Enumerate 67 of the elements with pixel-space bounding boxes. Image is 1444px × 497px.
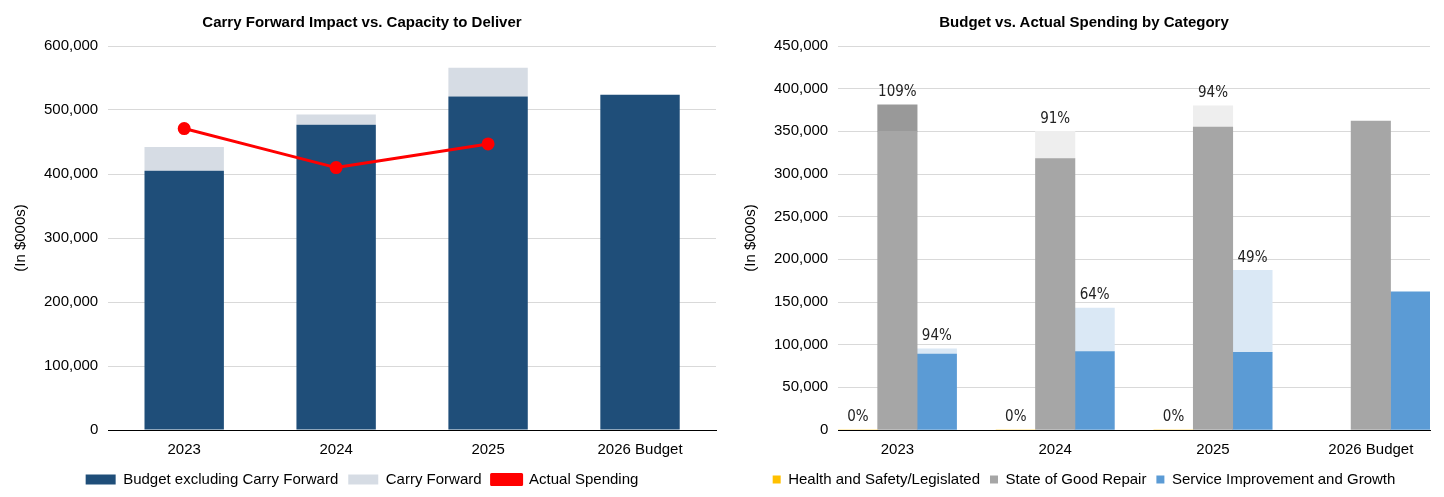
- y-tick-label: 400,000: [773, 78, 829, 96]
- annotation: 49%: [1237, 247, 1268, 266]
- bar: [1074, 351, 1115, 430]
- bar: [296, 124, 376, 430]
- point: [177, 122, 191, 136]
- point: [329, 161, 343, 175]
- bar: [1232, 352, 1273, 430]
- bar: [1192, 126, 1234, 430]
- bar: [144, 170, 224, 430]
- legend-label: State of Good Repair: [1005, 469, 1147, 487]
- bar: [1390, 291, 1430, 430]
- y-tick-label: 450,000: [773, 36, 829, 54]
- y-tick-label: 250,000: [773, 206, 829, 224]
- x-tick-label: 2026 Budget: [1328, 440, 1415, 458]
- annotation: 0%: [1162, 407, 1185, 426]
- bar: [1035, 131, 1076, 159]
- annotation: 94%: [1198, 83, 1229, 102]
- y-tick-label: 100,000: [773, 334, 829, 352]
- y-tick-label: 600,000: [43, 36, 99, 54]
- y-tick-label: 0: [89, 420, 99, 438]
- bar: [1035, 158, 1076, 430]
- bar: [877, 131, 918, 430]
- x-tick-label: 2025: [1196, 440, 1230, 458]
- bar: [877, 104, 918, 132]
- legend-label: Carry Forward: [385, 469, 482, 487]
- y-axis-title: (In $000s): [11, 204, 29, 272]
- bar: [1232, 270, 1273, 353]
- y-tick-label: 200,000: [773, 249, 829, 267]
- y-tick-label: 350,000: [773, 121, 829, 139]
- y-tick-label: 100,000: [43, 356, 99, 374]
- bar: [916, 353, 957, 430]
- chart-title: Carry Forward Impact vs. Capacity to Deliver: [202, 13, 522, 31]
- x-tick-label: 2023: [880, 440, 915, 458]
- legend-label: Health and Safety/Legislated: [788, 469, 980, 487]
- y-tick-label: 0: [819, 420, 829, 438]
- x-tick-label: 2026 Budget: [597, 440, 684, 458]
- bar: [448, 96, 528, 430]
- bar: [296, 114, 376, 125]
- x-tick-label: 2024: [319, 440, 353, 458]
- annotation: 91%: [1040, 108, 1071, 127]
- y-tick-label: 400,000: [43, 164, 99, 182]
- y-tick-label: 300,000: [773, 164, 829, 182]
- bar: [144, 147, 224, 171]
- annotation: 64%: [1079, 285, 1110, 304]
- y-tick-label: 200,000: [43, 292, 99, 310]
- x-tick-label: 2025: [471, 440, 505, 458]
- annotation: 109%: [878, 82, 917, 101]
- legend-label: Actual Spending: [529, 469, 639, 487]
- bar: [1350, 120, 1391, 430]
- point: [481, 137, 495, 151]
- bar: [600, 94, 680, 430]
- bar: [1074, 307, 1115, 352]
- legend-label: Service Improvement and Growth: [1171, 469, 1396, 487]
- bar: [1192, 105, 1234, 128]
- y-tick-label: 500,000: [43, 100, 99, 118]
- annotation: 0%: [847, 407, 869, 426]
- annotation: 0%: [1005, 407, 1027, 426]
- y-axis-title: (In $000s): [741, 204, 759, 272]
- y-tick-label: 150,000: [773, 292, 829, 310]
- annotation: 94%: [921, 326, 953, 345]
- y-tick-label: 300,000: [43, 228, 99, 246]
- x-tick-label: 2023: [167, 440, 201, 458]
- bar: [448, 67, 528, 97]
- chart-title: Budget vs. Actual Spending by Category: [939, 13, 1230, 31]
- legend-label: Budget excluding Carry Forward: [123, 469, 339, 487]
- x-tick-label: 2024: [1038, 440, 1072, 458]
- y-tick-label: 50,000: [782, 377, 829, 395]
